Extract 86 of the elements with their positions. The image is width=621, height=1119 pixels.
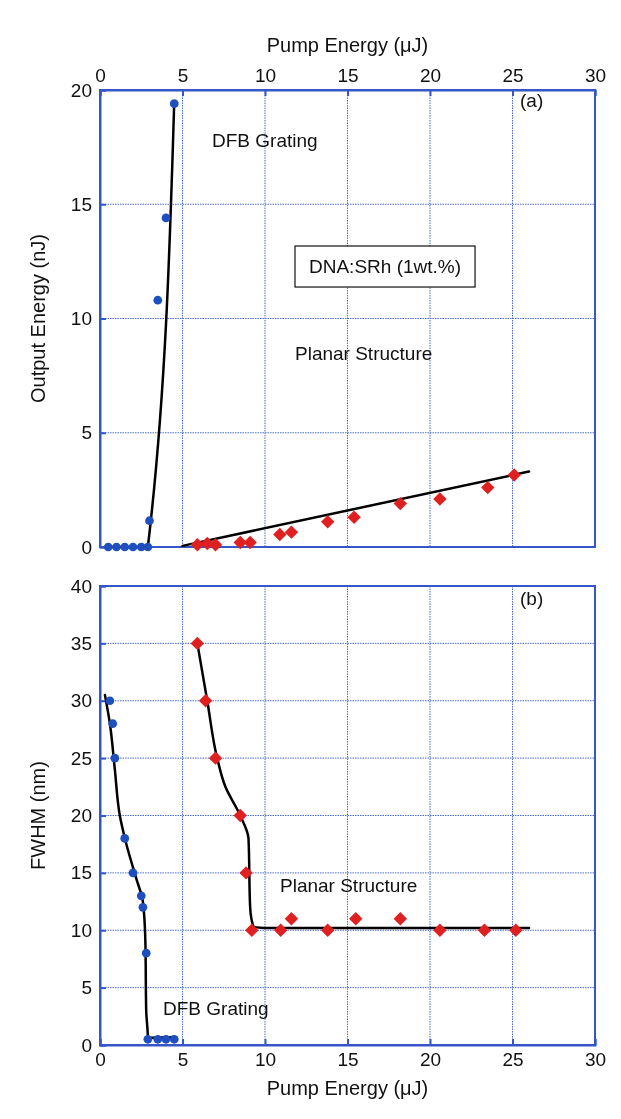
y-tick-label: 15 — [70, 193, 92, 215]
point — [245, 923, 259, 937]
annotation: DFB Grating — [212, 130, 318, 152]
y-tick-label: 40 — [70, 575, 92, 597]
y-tick-label: 25 — [70, 747, 92, 769]
point — [481, 480, 495, 495]
point — [143, 542, 153, 552]
annotation: (b) — [520, 588, 544, 610]
point — [273, 527, 287, 542]
point — [284, 525, 299, 539]
point — [320, 515, 335, 529]
point — [208, 751, 223, 765]
point — [190, 538, 205, 552]
x-tick-label: 15 — [337, 65, 359, 86]
x-tick-label: 5 — [177, 65, 189, 86]
y-tick-label: 5 — [81, 977, 92, 999]
x-tick-label: 0 — [95, 65, 106, 86]
y-tick-label: 10 — [70, 919, 92, 941]
point — [108, 719, 118, 729]
point — [433, 492, 447, 506]
point — [477, 923, 492, 937]
x-tick-label: 10 — [254, 65, 277, 86]
annotation: DNA:SRh (1wt.%) — [309, 256, 462, 278]
point — [239, 866, 253, 880]
point — [347, 510, 361, 524]
point — [143, 1034, 153, 1044]
y-tick-label: 15 — [70, 862, 92, 884]
point — [161, 1034, 171, 1044]
point — [128, 868, 138, 878]
y-tick-label: 10 — [70, 308, 92, 330]
y-tick-label: 20 — [70, 805, 92, 827]
point — [349, 912, 363, 926]
x-tick-label: 10 — [254, 1049, 277, 1071]
point — [233, 808, 247, 823]
point — [208, 538, 223, 552]
point — [128, 542, 138, 552]
point — [120, 542, 130, 552]
point — [509, 923, 523, 937]
y-axis-title: Output Energy (nJ) — [27, 234, 49, 403]
point — [243, 535, 257, 550]
point — [507, 468, 521, 482]
point — [105, 696, 115, 706]
y-tick-label: 20 — [70, 79, 92, 101]
x-axis-title: Pump Energy (μJ) — [266, 34, 429, 56]
point — [141, 948, 151, 958]
x-axis-title: Pump Energy (μJ) — [266, 1077, 429, 1099]
x-tick-label: 30 — [584, 65, 607, 86]
annotation: Planar Structure — [295, 343, 433, 365]
y-tick-label: 30 — [70, 690, 92, 712]
point — [190, 636, 205, 651]
point — [320, 923, 335, 937]
x-tick-label: 0 — [95, 1049, 106, 1071]
point — [284, 912, 299, 926]
point — [153, 295, 163, 305]
x-tick-label: 20 — [419, 65, 442, 86]
point — [273, 923, 288, 937]
point — [393, 912, 408, 926]
x-tick-label: 25 — [502, 1049, 524, 1071]
y-axis-title: FWHM (nm) — [27, 761, 49, 870]
x-tick-label: 5 — [177, 1049, 189, 1071]
point — [393, 496, 408, 511]
point — [153, 1034, 163, 1044]
annotation: Planar Structure — [280, 875, 418, 897]
point — [233, 535, 247, 550]
annotation: DFB Grating — [163, 998, 269, 1020]
point — [112, 542, 121, 552]
point — [169, 1034, 179, 1044]
point — [136, 891, 146, 901]
point — [110, 753, 120, 763]
y-tick-label: 5 — [81, 422, 92, 444]
y-tick-label: 0 — [81, 1034, 92, 1056]
x-tick-label: 20 — [419, 1049, 442, 1071]
point — [198, 694, 213, 708]
point — [138, 902, 148, 912]
x-tick-label: 25 — [502, 65, 524, 86]
x-tick-label: 15 — [337, 1049, 359, 1071]
point — [145, 516, 154, 526]
point — [120, 834, 130, 843]
y-tick-label: 35 — [70, 632, 92, 654]
annotation: (a) — [520, 90, 544, 112]
point — [169, 99, 179, 109]
point — [103, 542, 113, 552]
point — [161, 213, 171, 223]
y-tick-label: 0 — [81, 536, 92, 558]
x-tick-label: 30 — [584, 1049, 607, 1071]
point — [433, 923, 447, 937]
